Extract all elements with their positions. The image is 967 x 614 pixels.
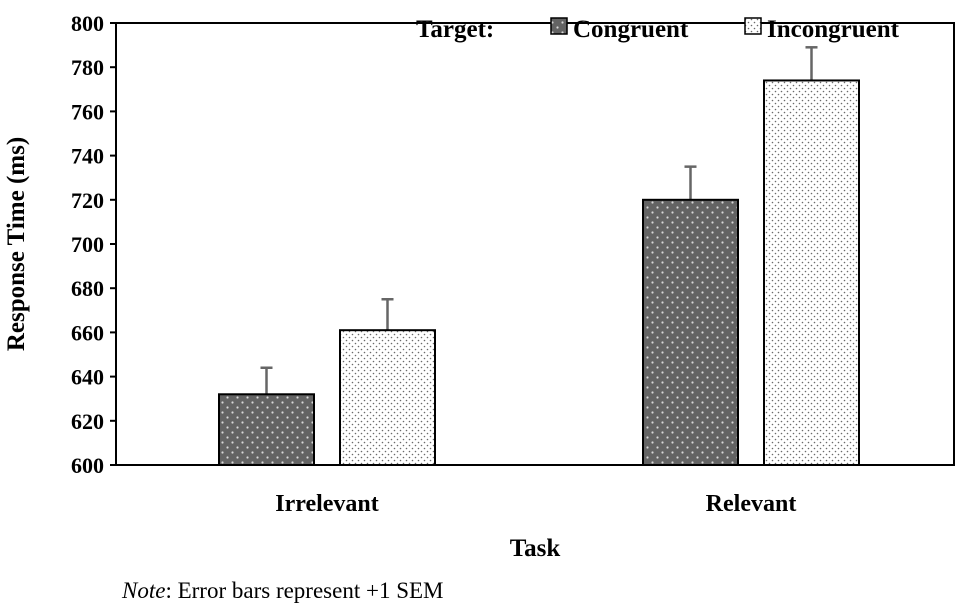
y-tick-label: 640 [71,365,104,390]
y-tick-label: 700 [71,232,104,257]
x-category-label: Irrelevant [275,491,379,517]
bar-congruent-irrelevant [218,393,315,466]
bars [218,79,860,467]
y-axis-title: Response Time (ms) [3,137,30,351]
y-tick-label: 760 [71,99,104,124]
legend-label-congruent: Congruent [573,16,689,43]
bar-congruent-relevant [642,198,739,467]
y-tick-label: 620 [71,409,104,434]
y-tick-label: 720 [71,188,104,213]
legend-swatch-incongruent [744,17,762,35]
note-label: Note [122,578,166,603]
legend-label-incongruent: Incongruent [767,16,900,43]
legend-title: Target: [416,16,494,43]
y-tick-label: 680 [71,276,104,301]
legend-swatch-congruent [550,17,568,35]
x-axis-title: Task [510,535,561,562]
legend: Target: Congruent Incongruent [416,16,900,43]
bar-incongruent-relevant [763,79,860,467]
y-tick-label: 800 [71,11,104,36]
x-axis-labels: Irrelevant Relevant [275,491,796,517]
y-tick-label: 740 [71,144,104,169]
figure-note: Note: Error bars represent +1 SEM [122,578,444,604]
bar-chart: 600 620 640 660 680 700 720 740 760 780 800 Irrele… [3,11,955,562]
x-category-label: Relevant [706,491,797,517]
note-text: : Error bars represent +1 SEM [165,578,444,603]
y-tick-label: 660 [71,320,104,345]
plot-area-frame [115,22,955,466]
y-tick-label: 780 [71,55,104,80]
y-tick-label: 600 [71,453,104,478]
bar-incongruent-irrelevant [339,329,436,466]
error-bars [260,46,818,395]
y-axis-ticks: 600 620 640 660 680 700 720 740 760 780 800 [71,11,116,478]
